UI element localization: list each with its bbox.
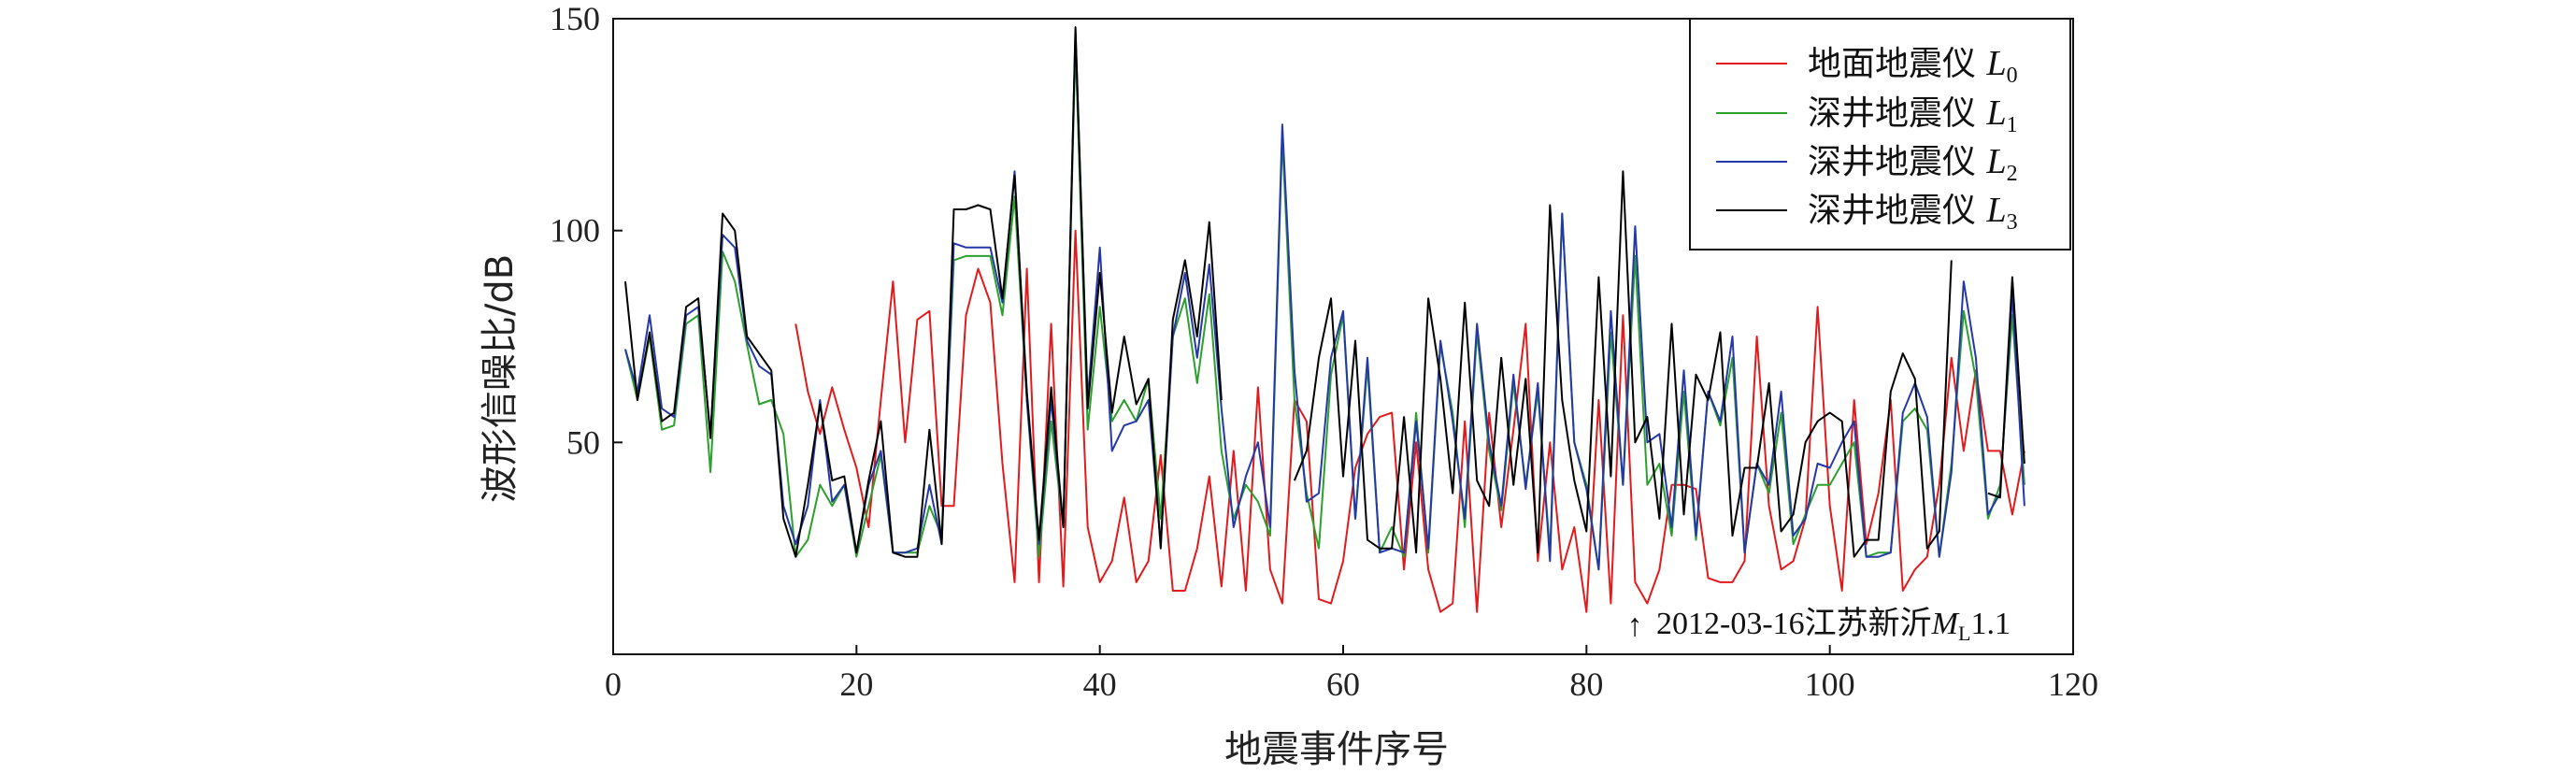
annotation-magnitude-value: 1.1 xyxy=(1970,607,2011,641)
legend-item-l0: 地面地震仪 L0 xyxy=(1716,44,2018,88)
legend-subscript-l3: 3 xyxy=(2007,210,2018,235)
legend-item-l1: 深井地震仪 L1 xyxy=(1716,93,2018,137)
legend-subscript-l0: 0 xyxy=(2007,64,2018,88)
legend-subscript-l1: 1 xyxy=(2007,113,2018,137)
x-tick-label: 20 xyxy=(839,666,873,703)
series-line xyxy=(794,229,2025,613)
x-tick-label: 0 xyxy=(605,666,622,703)
series-line xyxy=(624,26,2025,558)
y-tick-label: 150 xyxy=(550,0,600,37)
x-tick-label: 100 xyxy=(1805,666,1855,703)
legend-symbol-l0: L xyxy=(1985,44,2006,83)
event-annotation: ↑ 2012-03-16江苏新沂ML1.1 xyxy=(1627,605,2011,645)
svg-text:深井地震仪 L2: 深井地震仪 L2 xyxy=(1808,142,2018,186)
annotation-arrow: ↑ xyxy=(1627,608,1643,643)
annotation-magnitude-subscript: L xyxy=(1958,622,1970,645)
annotation-place: 江苏新沂 xyxy=(1805,605,1932,642)
legend-item-l2: 深井地震仪 L2 xyxy=(1716,142,2018,186)
series-0 xyxy=(794,229,2025,613)
y-tick-label: 100 xyxy=(550,212,600,250)
svg-text:2012-03-16江苏新沂ML1.1: 2012-03-16江苏新沂ML1.1 xyxy=(1656,605,2011,645)
legend-symbol-l1: L xyxy=(1985,93,2006,133)
legend: 地面地震仪 L0 深井地震仪 L1 深井地震仪 L2 深井地震仪 L3 xyxy=(1689,18,2071,251)
x-tick-label: 60 xyxy=(1326,666,1360,703)
legend-symbol-l3: L xyxy=(1985,191,2006,230)
x-axis-title: 地震事件序号 xyxy=(1224,728,1449,771)
svg-text:深井地震仪 L1: 深井地震仪 L1 xyxy=(1808,93,2018,137)
legend-subscript-l2: 2 xyxy=(2007,162,2018,186)
x-tick-label: 80 xyxy=(1569,666,1603,703)
annotation-date: 2012-03-16 xyxy=(1656,607,1805,641)
series-3 xyxy=(624,26,2025,558)
legend-label-l3: 深井地震仪 xyxy=(1808,192,1986,230)
x-tick-label: 40 xyxy=(1083,666,1117,703)
x-tick-label: 120 xyxy=(2048,666,2098,703)
legend-label-l1: 深井地震仪 xyxy=(1808,94,1986,133)
svg-text:地面地震仪 L0: 地面地震仪 L0 xyxy=(1808,44,2018,88)
y-tick-label: 50 xyxy=(566,423,600,461)
legend-item-l3: 深井地震仪 L3 xyxy=(1716,191,2018,235)
legend-symbol-l2: L xyxy=(1985,142,2006,181)
annotation-magnitude-symbol: M xyxy=(1931,607,1960,641)
legend-label-l2: 深井地震仪 xyxy=(1808,143,1986,181)
series-layer xyxy=(624,26,2025,613)
svg-text:深井地震仪 L3: 深井地震仪 L3 xyxy=(1808,191,2018,235)
legend-label-l0: 地面地震仪 xyxy=(1808,45,1986,83)
y-axis-title: 波形信噪比/dB xyxy=(479,254,522,503)
